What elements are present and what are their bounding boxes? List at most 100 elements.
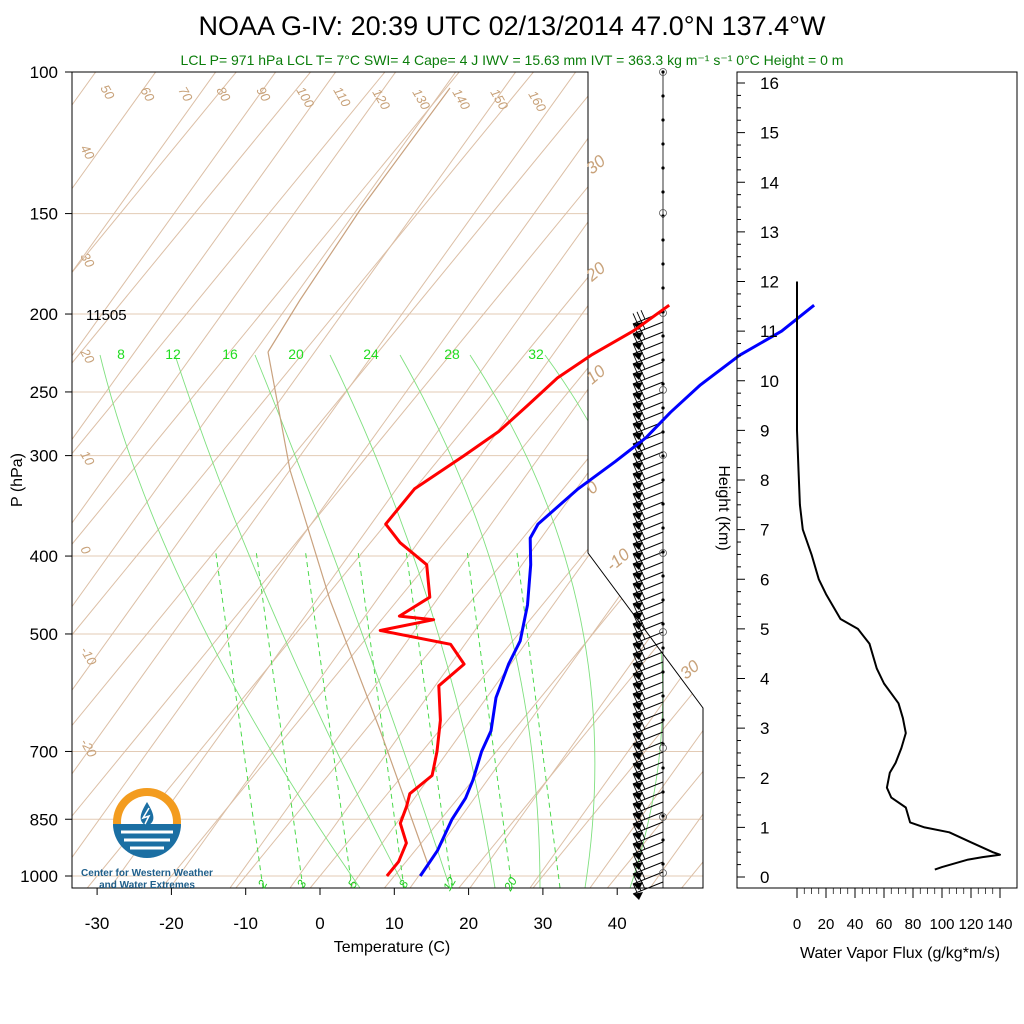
wind-barb (632, 761, 664, 775)
wind-barb-feather (632, 483, 638, 493)
wind-barb-feather (640, 630, 646, 640)
wind-barb-feather (632, 553, 638, 563)
wind-barb-feather (640, 820, 646, 830)
dry-adiabat-label: -10 (77, 644, 100, 668)
wind-barb-feather (632, 703, 638, 713)
dry-adiabat-line (589, 72, 703, 888)
wind-barb-flag (633, 612, 643, 620)
flux-tick-label: 40 (847, 916, 864, 933)
wind-barb-feather (636, 411, 642, 421)
wind-barb-feather (636, 371, 642, 381)
wind-barb (632, 781, 664, 795)
pressure-tick-label: 300 (30, 447, 58, 466)
wind-barb (632, 491, 664, 505)
wind-barb-feather (632, 363, 638, 373)
mixing-ratio-line (516, 552, 561, 888)
wind-barb-feather (632, 623, 638, 633)
flux-tick-label: 20 (818, 916, 835, 933)
wind-level-dot (661, 550, 665, 554)
wind-barb-feather (636, 431, 642, 441)
wind-barb-flag (633, 482, 643, 490)
temperature-tick-label: 0 (315, 914, 324, 933)
dry-adiabat-label: 160 (525, 88, 549, 115)
wind-barb-flag (633, 462, 643, 470)
wind-barb-feather (640, 760, 646, 770)
wind-level-dot (661, 286, 665, 290)
wind-barb-flag (633, 702, 643, 710)
isotherm-line (72, 72, 490, 888)
wind-barb-flag (633, 512, 643, 520)
wind-barb-flag (633, 332, 643, 340)
wind-barb-feather (632, 763, 638, 773)
wind-barb (632, 741, 664, 755)
wind-barb-flag (633, 372, 643, 380)
wind-barb-flag (633, 502, 643, 510)
isotherm-line (72, 72, 639, 888)
wind-barb-feather (636, 721, 642, 731)
dry-adiabat-label: 50 (97, 82, 118, 103)
wind-barb-feather (640, 850, 646, 860)
isotherm-line (677, 72, 703, 888)
height-tick-label: 10 (760, 372, 779, 391)
mixing-ratio-labels: 8 12 16 20 24 28 322 3 5 8 12 20 (117, 346, 544, 894)
wind-barb (632, 381, 664, 395)
temperature-tick-label: -10 (233, 914, 258, 933)
wind-barb (632, 651, 664, 665)
wind-level-dot (661, 670, 665, 674)
wind-barb-flag (633, 342, 643, 350)
mixing-ratio-label-top: 28 (444, 346, 460, 362)
wind-barb-feather (632, 603, 638, 613)
wind-barb-feather (632, 863, 638, 873)
calm-wind-circle (659, 68, 667, 76)
wind-barb-feather (640, 780, 646, 790)
height-tick-label: 7 (760, 521, 769, 540)
mixing-ratio-label-bottom: 2 (254, 877, 270, 891)
wind-barb (632, 521, 664, 535)
wind-barb-feather (632, 473, 638, 483)
wind-barb (632, 721, 664, 735)
wind-barb-feather (636, 661, 642, 671)
wind-barb-feather (636, 401, 642, 411)
wind-barb-flag (633, 452, 643, 460)
wind-barb-feather (640, 770, 646, 780)
skew-t-frame (71, 71, 704, 889)
wind-barb-feather (640, 690, 646, 700)
pressure-tick-label: 850 (30, 810, 58, 829)
height-tick-label: 14 (760, 173, 779, 192)
wind-barb-feather (640, 530, 646, 540)
wind-barb-feather (636, 601, 642, 611)
wind-barb (632, 701, 664, 715)
wind-level-dot (661, 94, 665, 98)
wind-barb-flag (633, 362, 643, 370)
wind-barb-flag (633, 572, 643, 580)
wind-barb-feather (640, 860, 646, 870)
wind-barb-feather (640, 520, 646, 530)
wind-level-dot (661, 238, 665, 242)
wind-level-dot (661, 526, 665, 530)
wind-barb-feather (632, 683, 638, 693)
wind-level-dot (661, 334, 665, 338)
calm-wind-circle (659, 813, 667, 821)
flux-tick-label: 100 (929, 916, 954, 933)
wind-barb-feather (632, 713, 638, 723)
isotherm-line (157, 72, 703, 888)
mixing-ratio-line (466, 552, 513, 888)
calm-wind-circle (659, 869, 667, 877)
wind-barb-feather (640, 710, 646, 720)
wind-barb-feather (632, 333, 638, 343)
temperature-profile-line (419, 304, 816, 877)
dry-adiabat-line (72, 72, 471, 888)
pressure-tick-label: 400 (30, 547, 58, 566)
wind-barb (632, 551, 664, 565)
mixing-ratio-line (255, 552, 304, 888)
wind-barb-feather (640, 310, 646, 320)
isotherm-line (72, 72, 267, 888)
wind-barb-feather (632, 313, 638, 323)
wind-barb-flag (633, 682, 643, 690)
isotherm-line (72, 72, 416, 888)
wind-barb-feather (632, 633, 638, 643)
dry-adiabat-label: 130 (409, 86, 433, 113)
wind-barb-flag (633, 692, 643, 700)
wind-barb-feather (636, 541, 642, 551)
wind-barb-feather (640, 550, 646, 560)
